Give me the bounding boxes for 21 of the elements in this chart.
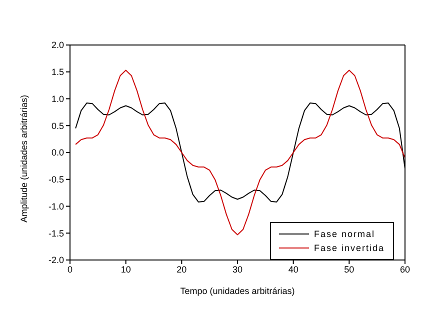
x-tick-label: 20: [176, 264, 187, 274]
legend-label: Fase invertida: [314, 242, 385, 255]
y-tick-label: 0.0: [51, 148, 64, 158]
y-tick-label: 1.5: [51, 67, 64, 78]
y-tick-label: 2.0: [51, 40, 64, 50]
y-tick-label: -0.5: [48, 174, 64, 185]
x-tick-label: 10: [120, 264, 131, 274]
x-tick-label: 0: [67, 264, 73, 274]
y-tick-label: 1.0: [51, 94, 64, 104]
y-tick-label: -1.5: [48, 228, 64, 238]
legend-label: Fase normal: [314, 228, 376, 241]
y-tick-label: 0.5: [51, 120, 64, 131]
x-tick-label: 30: [232, 264, 243, 274]
y-axis-title: Amplitude (unidades arbitrárias): [19, 94, 30, 222]
y-tick-label: -2.0: [48, 255, 64, 266]
x-tick-label: 50: [344, 264, 354, 274]
x-axis-title: Tempo (unidades arbitrárias): [180, 286, 295, 296]
x-tick-label: 40: [288, 264, 298, 274]
y-tick-label: -1.0: [48, 201, 64, 212]
x-tick-label: 60: [400, 264, 410, 274]
line-series: [75, 70, 405, 236]
